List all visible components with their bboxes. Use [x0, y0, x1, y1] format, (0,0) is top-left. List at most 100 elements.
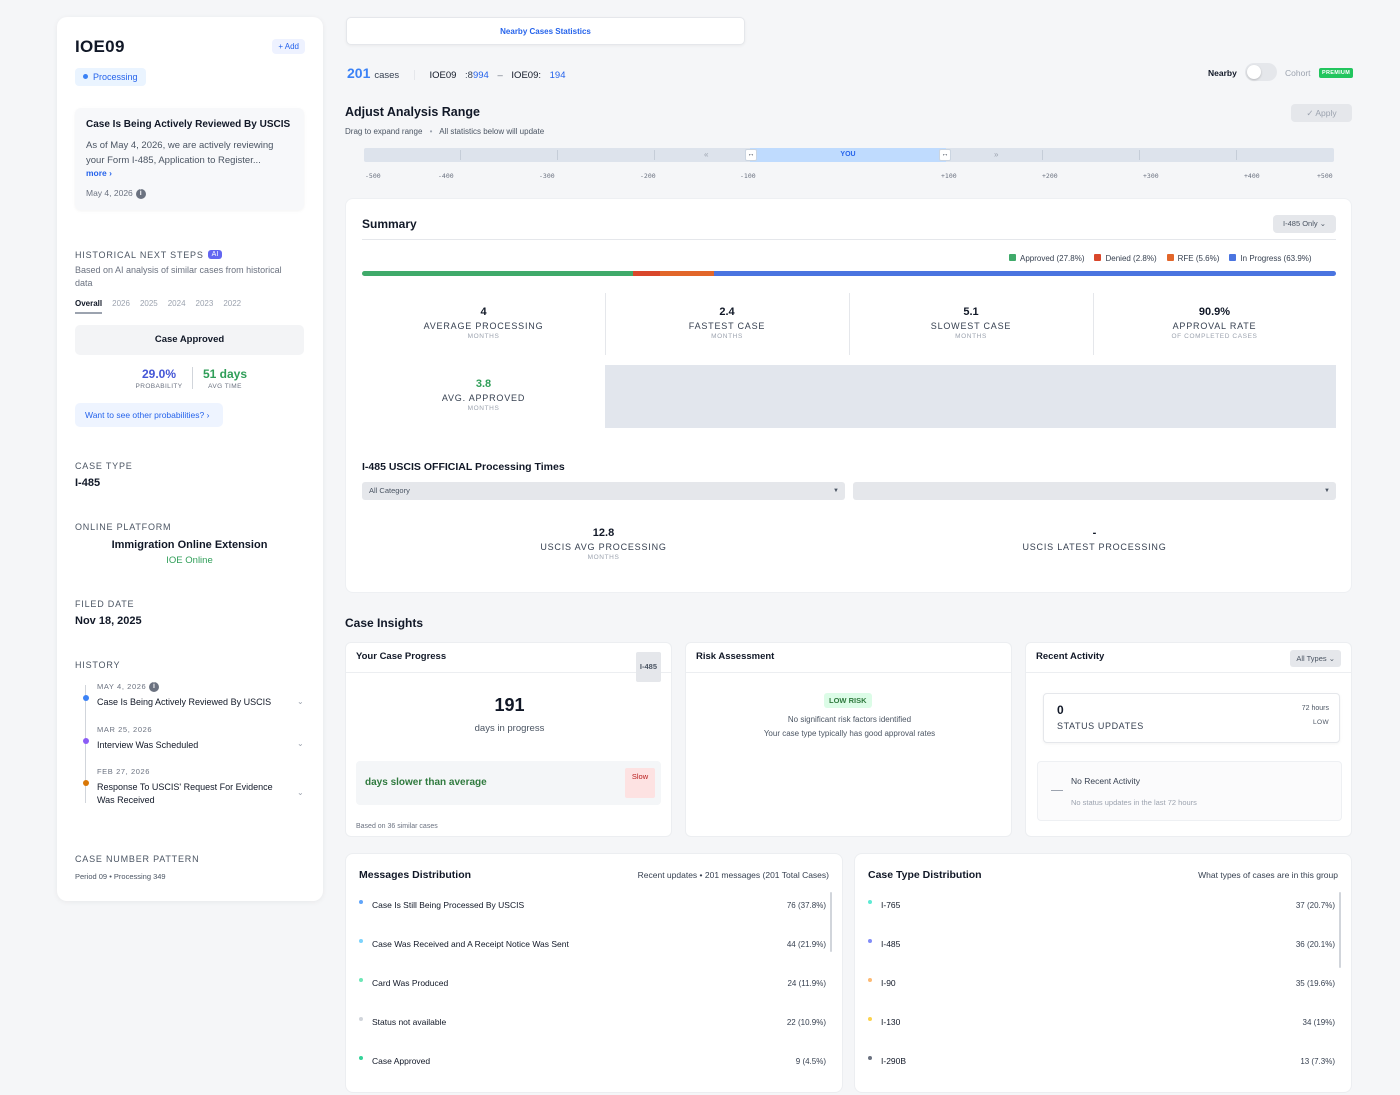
case-types-subtitle: What types of cases are in this group	[1198, 870, 1338, 880]
distribution-row-value: 76 (37.8%)	[786, 901, 826, 910]
tab-2026[interactable]: 2026	[112, 299, 130, 308]
range-end-b: 194	[549, 70, 566, 81]
next-step-box: Case Approved	[75, 325, 304, 355]
tab-2022[interactable]: 2022	[223, 299, 242, 308]
stat-label: APPROVAL RATE	[1172, 321, 1257, 331]
historical-label: HISTORICAL NEXT STEPS	[75, 250, 204, 260]
more-link[interactable]: more ›	[86, 168, 112, 178]
tab-overall[interactable]: Overall	[75, 299, 103, 314]
stat-label: AVG. APPROVED	[441, 393, 526, 403]
nearby-cohort-toggle[interactable]	[1245, 63, 1277, 81]
history-text: Case Is Being Actively Reviewed By USCIS	[97, 697, 272, 707]
tab-2024[interactable]: 2024	[167, 299, 186, 308]
probability-label: PROBABILITY	[135, 383, 183, 390]
caret-down-icon: ▼	[833, 488, 839, 494]
caret-down-icon: ▼	[1324, 488, 1330, 494]
range-subtitle: Drag to expand range • All statistics be…	[345, 127, 545, 136]
days-label: days in progress	[474, 723, 545, 734]
year-tabs: Overall 2026 2025 2024 2023 2022	[75, 299, 241, 314]
current-status-card: Case Is Being Actively Reviewed By USCIS…	[75, 108, 304, 210]
status-legend: Approved (27.8%) Denied (2.8%) RFE (5.6%…	[1009, 254, 1312, 263]
tick-label: -300	[539, 172, 555, 180]
tab-2023[interactable]: 2023	[195, 299, 214, 308]
footnote: Based on 36 similar cases	[356, 823, 438, 830]
chevron-down-icon[interactable]: ⌄	[297, 697, 304, 706]
status-title: Case Is Being Actively Reviewed By USCIS	[86, 119, 291, 130]
distribution-row-value: 24 (11.9%)	[787, 979, 826, 988]
stat-slowest: 5.1 SLOWEST CASE MONTHS	[849, 306, 1093, 340]
apply-button[interactable]: ✓ Apply	[1291, 104, 1352, 122]
tick-label: -200	[640, 172, 656, 180]
tick-label: -100	[740, 172, 756, 180]
bullet-icon	[359, 1017, 363, 1021]
info-icon[interactable]: i	[149, 682, 160, 693]
status-distribution-bar	[362, 271, 1336, 276]
distribution-row-label: I-485	[881, 939, 901, 949]
scrollbar[interactable]	[1339, 892, 1341, 968]
scrollbar[interactable]	[830, 892, 832, 952]
history-dot	[83, 738, 89, 744]
bullet-icon	[359, 900, 363, 904]
pattern-value: Period 09 • Processing 349	[75, 872, 166, 881]
card-header: Recent Activity All Types ⌄	[1026, 643, 1351, 673]
uscis-title: I-485 USCIS OFFICIAL Processing Times	[362, 461, 565, 473]
divider	[849, 293, 850, 355]
other-probabilities-link[interactable]: Want to see other probabilities? ›	[75, 403, 223, 427]
filed-label: FILED DATE	[75, 599, 135, 609]
toggle-knob	[1247, 65, 1261, 79]
case-type-distribution-card: Case Type Distribution What types of cas…	[854, 853, 1352, 1093]
stat-value: 3.8	[475, 378, 492, 390]
cohort-label: Cohort	[1285, 68, 1311, 78]
add-button[interactable]: + Add	[272, 39, 305, 54]
platform-short: IOE Online	[166, 555, 213, 566]
right-drag-handle-icon[interactable]: ↔	[939, 149, 951, 161]
distribution-row-label: I-290B	[881, 1056, 907, 1066]
stat-unit: MONTHS	[711, 333, 743, 340]
bullet-icon	[359, 939, 363, 943]
risk-badge: LOW RISK	[824, 693, 872, 708]
tick-label: -500	[365, 172, 381, 180]
slow-badge: Slow	[625, 768, 655, 798]
info-icon[interactable]: i	[135, 188, 146, 199]
distribution-row-value: 35 (19.6%)	[1295, 979, 1335, 988]
case-type-label: CASE TYPE	[75, 461, 133, 471]
left-drag-handle-icon[interactable]: ↔	[745, 149, 757, 161]
case-types-title: Case Type Distribution	[868, 869, 982, 881]
range-selection[interactable]: YOU	[750, 148, 946, 162]
case-type-filter[interactable]: I-485 Only ⌄	[1273, 215, 1336, 233]
range-subtitle-b: All statistics below will update	[439, 127, 545, 136]
stat-value: 90.9%	[1198, 306, 1231, 318]
divider	[605, 293, 606, 355]
distribution-row-value: 44 (21.9%)	[786, 940, 826, 949]
category-select[interactable]: All Category ▼	[362, 482, 845, 500]
subcategory-select[interactable]: ▼	[853, 482, 1336, 500]
tab-2025[interactable]: 2025	[139, 299, 158, 308]
tick-label: +200	[1042, 172, 1058, 180]
premium-badge: PREMIUM	[1319, 68, 1354, 78]
probability-stat: 29.0% PROBABILITY	[129, 367, 189, 390]
history-dot	[83, 780, 89, 786]
distribution-row-label: I-130	[881, 1017, 901, 1027]
recent-activity-card: Recent Activity All Types ⌄ 0 STATUS UPDA…	[1025, 642, 1352, 837]
stat-value: 12.8	[592, 527, 615, 539]
insights-title: Case Insights	[345, 616, 424, 630]
uscis-latest-stat: - USCIS LATEST PROCESSING	[853, 527, 1336, 552]
probability-value: 29.0%	[141, 367, 177, 381]
distribution-row-value: 9 (4.5%)	[795, 1057, 826, 1066]
chevron-down-icon[interactable]: ⌄	[297, 788, 304, 797]
stat-avg-approved: 3.8 AVG. APPROVED MONTHS	[362, 378, 605, 412]
days-value: 191	[494, 695, 525, 715]
summary-title: Summary	[362, 217, 417, 231]
status-dot-icon	[83, 74, 88, 80]
dash-icon	[1051, 790, 1063, 791]
range-end-prefix: IOE09:	[511, 70, 541, 81]
distribution-row-label: Case Is Still Being Processed By USCIS	[372, 900, 525, 910]
nearby-stats-button[interactable]: Nearby Cases Statistics	[346, 17, 745, 45]
activity-type-filter[interactable]: All Types ⌄	[1290, 650, 1341, 667]
history-date: MAY 4, 2026	[97, 682, 147, 691]
chevron-down-icon[interactable]: ⌄	[297, 739, 304, 748]
messages-title: Messages Distribution	[359, 869, 472, 881]
avg-time-value: 51 days	[202, 367, 248, 381]
history-date: MAR 25, 2026	[97, 725, 153, 734]
stat-label: SLOWEST CASE	[930, 321, 1012, 331]
